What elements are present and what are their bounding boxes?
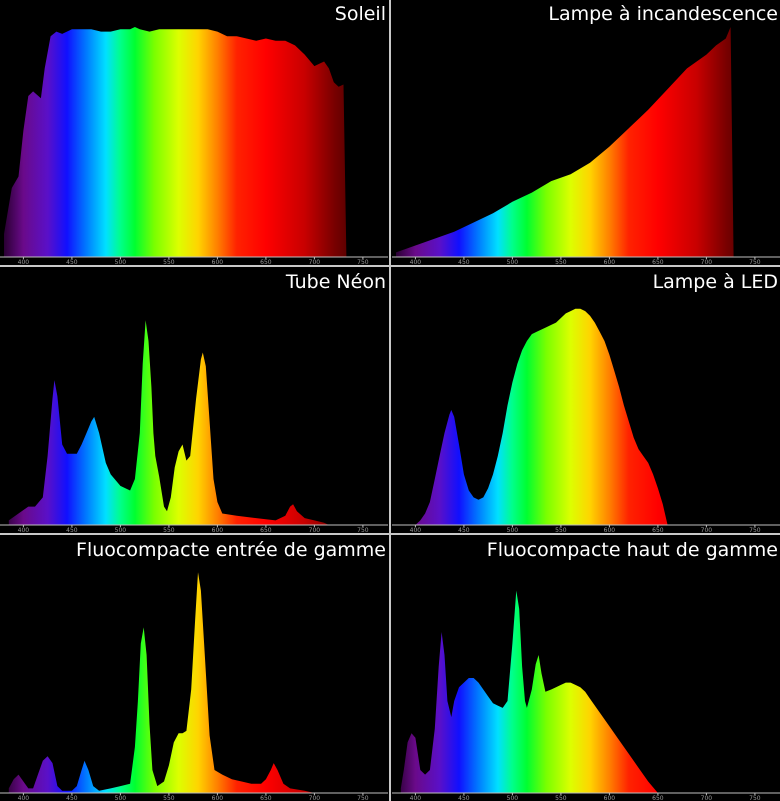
x-tick-label: 450 (66, 527, 78, 533)
panel-divider-horizontal-1 (0, 265, 780, 267)
chart-title-soleil: Soleil (334, 3, 386, 25)
chart-panel-incandescent: 400 450 500 550 600 650 700 750 Lampe à incande… (392, 0, 780, 265)
x-tick-label: 650 (260, 795, 272, 801)
panel-divider-horizontal-2 (0, 533, 780, 535)
x-tick-label: 450 (458, 259, 470, 265)
x-tick-label: 400 (410, 527, 422, 533)
x-tick-label: 700 (701, 259, 713, 265)
x-tick-label: 750 (357, 259, 369, 265)
x-tick-label: 400 (410, 795, 422, 801)
spectrum-plot-cfl-premium: 400 450 500 550 600 650 700 750 (392, 590, 780, 801)
x-tick-label: 550 (163, 795, 175, 801)
x-tick-label: 600 (604, 527, 616, 533)
spectrum-area (415, 308, 668, 525)
spectrum-plot-soleil: 400 450 500 550 600 650 700 750 (0, 27, 388, 265)
panel-divider-vertical (389, 0, 391, 801)
x-tick-label: 450 (458, 795, 470, 801)
x-tick-label: 500 (507, 259, 519, 265)
x-tick-label: 500 (115, 527, 127, 533)
x-tick-label: 750 (749, 795, 761, 801)
x-tick-label: 450 (66, 259, 78, 265)
x-tick-label: 400 (18, 527, 30, 533)
x-tick-label: 600 (212, 527, 224, 533)
spectrum-area (400, 590, 658, 793)
x-tick-label: 550 (163, 527, 175, 533)
chart-panel-led: 400 450 500 550 600 650 700 750 Lampe à LED (392, 268, 780, 533)
x-tick-label: 500 (115, 259, 127, 265)
chart-title-incandescent: Lampe à incandescence (548, 3, 778, 25)
spectrum-area (396, 27, 734, 257)
x-tick-label: 750 (749, 527, 761, 533)
x-tick-label: 600 (212, 795, 224, 801)
x-tick-label: 600 (604, 259, 616, 265)
chart-panel-soleil: 400 450 500 550 600 650 700 750 Soleil (0, 0, 388, 265)
x-tick-label: 600 (604, 795, 616, 801)
spectrum-area (8, 572, 315, 793)
chart-title-cfl-premium: Fluocompacte haut de gamme (486, 539, 778, 561)
spectrum-area (4, 27, 347, 257)
x-tick-label: 450 (458, 527, 470, 533)
x-tick-label: 650 (652, 527, 664, 533)
x-tick-label: 700 (701, 527, 713, 533)
x-tick-label: 650 (260, 527, 272, 533)
x-tick-label: 600 (212, 259, 224, 265)
x-tick-label: 700 (309, 259, 321, 265)
x-tick-label: 650 (260, 259, 272, 265)
spectrum-plot-neon: 400 450 500 550 600 650 700 750 (0, 320, 388, 533)
x-tick-label: 550 (555, 259, 567, 265)
chart-panel-cfl-premium: 400 450 500 550 600 650 700 750 Fluocompacte ha… (392, 536, 780, 801)
x-tick-label: 550 (163, 259, 175, 265)
x-tick-label: 550 (555, 795, 567, 801)
x-tick-label: 700 (309, 527, 321, 533)
x-tick-label: 400 (18, 259, 30, 265)
x-tick-label: 650 (652, 259, 664, 265)
x-tick-label: 750 (357, 527, 369, 533)
chart-panel-neon: 400 450 500 550 600 650 700 750 Tube Néon (0, 268, 388, 533)
x-tick-label: 750 (749, 259, 761, 265)
x-tick-label: 750 (357, 795, 369, 801)
chart-panel-cfl-entry: 400 450 500 550 600 650 700 750 Fluocompacte en… (0, 536, 388, 801)
x-tick-label: 500 (115, 795, 127, 801)
chart-title-led: Lampe à LED (652, 271, 778, 293)
x-tick-label: 650 (652, 795, 664, 801)
x-tick-label: 450 (66, 795, 78, 801)
chart-title-neon: Tube Néon (285, 271, 386, 293)
x-tick-label: 400 (410, 259, 422, 265)
x-tick-label: 500 (507, 795, 519, 801)
spectrum-area (8, 320, 329, 525)
spectrum-plot-cfl-entry: 400 450 500 550 600 650 700 750 (0, 572, 388, 801)
x-tick-label: 700 (309, 795, 321, 801)
x-tick-label: 400 (18, 795, 30, 801)
chart-title-cfl-entry: Fluocompacte entrée de gamme (76, 539, 386, 561)
spectrum-plot-led: 400 450 500 550 600 650 700 750 (392, 308, 780, 533)
x-tick-label: 700 (701, 795, 713, 801)
x-tick-label: 500 (507, 527, 519, 533)
x-tick-label: 550 (555, 527, 567, 533)
spectrum-plot-incandescent: 400 450 500 550 600 650 700 750 (392, 27, 780, 265)
